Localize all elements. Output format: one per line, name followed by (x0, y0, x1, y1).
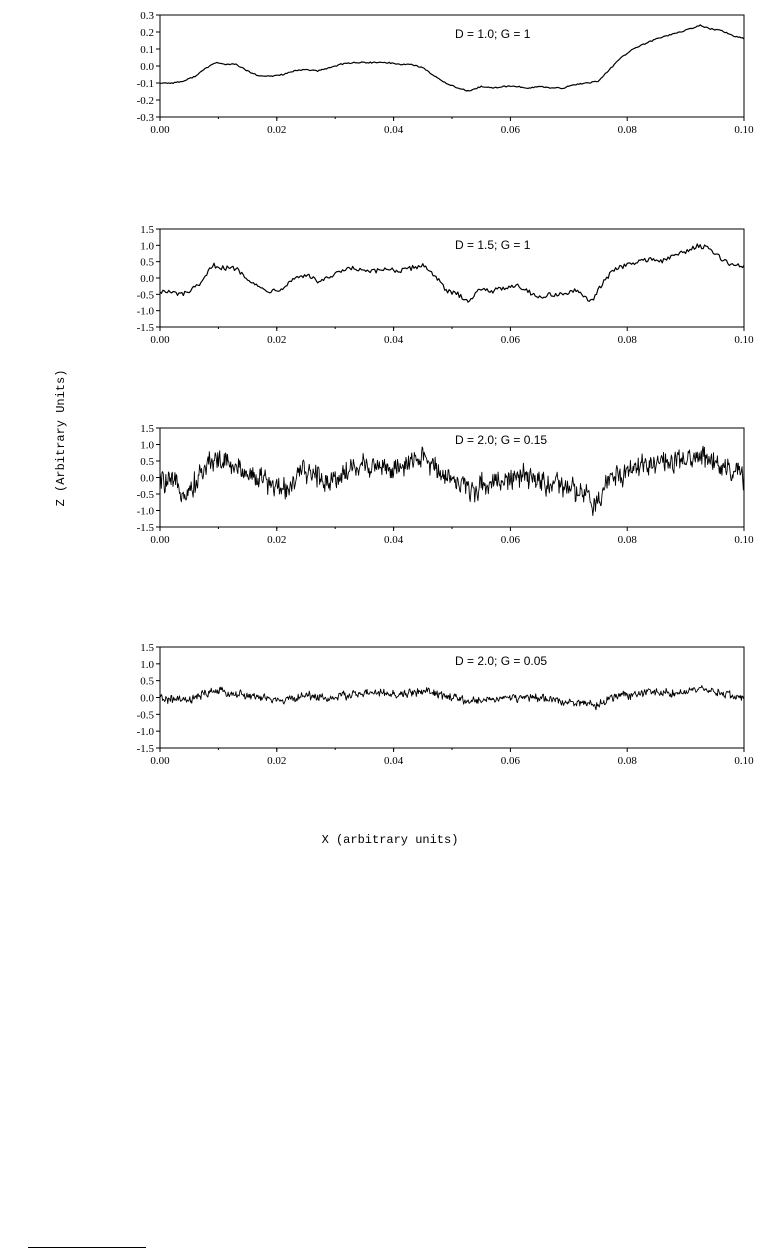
x-tick-label: 0.08 (618, 755, 638, 767)
panel-annotation: D = 2.0; G = 0.05 (455, 654, 547, 668)
y-tick-label: 1.5 (140, 642, 154, 654)
y-tick-label: -0.1 (137, 78, 154, 90)
y-tick-label: 1.0 (140, 659, 154, 671)
y-tick-label: 1.5 (140, 224, 154, 236)
x-tick-label: 0.04 (384, 534, 404, 546)
x-tick-label: 0.04 (384, 334, 404, 346)
x-tick-label: 0.06 (501, 534, 521, 546)
plot-frame (159, 14, 745, 118)
x-tick-label: 0.10 (734, 334, 754, 346)
y-tick-label: -1.5 (137, 522, 155, 534)
series-line (159, 243, 745, 303)
panel-annotation: D = 1.5; G = 1 (455, 238, 531, 252)
x-tick-label: 0.10 (734, 534, 754, 546)
y-tick-label: 1.0 (140, 240, 154, 252)
y-tick-label: -1.5 (137, 322, 155, 334)
series-line (160, 24, 745, 92)
x-tick-label: 0.06 (501, 334, 521, 346)
y-tick-label: -0.5 (137, 289, 155, 301)
y-tick-label: -1.0 (137, 726, 155, 738)
x-tick-label: 0.00 (150, 334, 170, 346)
x-tick-label: 0.08 (618, 124, 638, 136)
plot-frame (159, 427, 745, 528)
x-tick-label: 0.00 (150, 124, 170, 136)
y-tick-label: -0.5 (137, 709, 155, 721)
series-line (159, 445, 745, 516)
series-line (159, 685, 745, 711)
chart-panel-3: 1.5 1.0 0.5 0.0 -0.5 -1.0 -1.50.00 0.02 0.04 0.06… (137, 423, 755, 546)
x-axis-label: X (arbitrary units) (322, 833, 459, 847)
y-tick-label: -0.5 (137, 489, 155, 501)
panel-annotation: D = 2.0; G = 0.15 (455, 433, 547, 447)
x-tick-label: 0.04 (384, 755, 404, 767)
x-tick-label: 0.02 (267, 124, 286, 136)
x-tick-label: 0.08 (618, 334, 638, 346)
x-tick-label: 0.10 (734, 124, 754, 136)
x-tick-label: 0.10 (734, 755, 754, 767)
x-tick-label: 0.02 (267, 334, 286, 346)
y-tick-label: 0.0 (140, 273, 154, 285)
x-tick-label: 0.06 (501, 124, 521, 136)
chart-panel-2: 1.5 1.0 0.5 0.0 -0.5 -1.0 -1.50.00 0.02 0.04 0.06… (137, 224, 755, 346)
footnote-rule (28, 1247, 146, 1248)
y-tick-label: 0.1 (140, 44, 154, 56)
x-tick-label: 0.00 (150, 755, 170, 767)
y-tick-label: 0.5 (140, 676, 154, 688)
x-tick-label: 0.02 (267, 755, 286, 767)
chart-panel-4: 1.5 1.0 0.5 0.0 -0.5 -1.0 -1.50.00 0.02 0.04 0.06… (137, 642, 755, 767)
y-tick-label: -1.0 (137, 306, 155, 318)
x-tick-label: 0.08 (618, 534, 638, 546)
y-tick-label: 1.0 (140, 440, 154, 452)
chart-panel-1: 0.3 0.2 0.1 0.0 -0.1 -0.2 -0.30.00 0.02 0.04 0.06… (137, 10, 755, 136)
y-tick-label: -1.0 (137, 506, 155, 518)
y-tick-label: 0.5 (140, 456, 154, 468)
y-tick-label: 0.3 (140, 10, 154, 22)
x-tick-label: 0.04 (384, 124, 404, 136)
y-tick-label: 0.0 (140, 473, 154, 485)
plot-frame (159, 228, 745, 328)
y-tick-label: 0.0 (140, 693, 154, 705)
y-tick-label: 1.5 (140, 423, 154, 435)
panel-annotation: D = 1.0; G = 1 (455, 27, 531, 41)
plot-frame (159, 646, 745, 749)
x-tick-label: 0.02 (267, 534, 286, 546)
chart-panels: 0.30.20.10.0-0.1-0.2-0.30.00 0.02 0.04 0.06… (137, 10, 755, 767)
x-tick-label: 0.06 (501, 755, 521, 767)
y-tick-label: 0.2 (140, 27, 154, 39)
x-tick-label: 0.00 (150, 534, 170, 546)
y-tick-label: -1.5 (137, 743, 155, 755)
y-tick-label: -0.3 (137, 112, 155, 124)
y-axis-label: Z (Arbitrary Units) (54, 370, 68, 507)
y-tick-label: 0.0 (140, 61, 154, 73)
y-tick-label: -0.2 (137, 95, 154, 107)
y-tick-label: 0.5 (140, 257, 154, 269)
